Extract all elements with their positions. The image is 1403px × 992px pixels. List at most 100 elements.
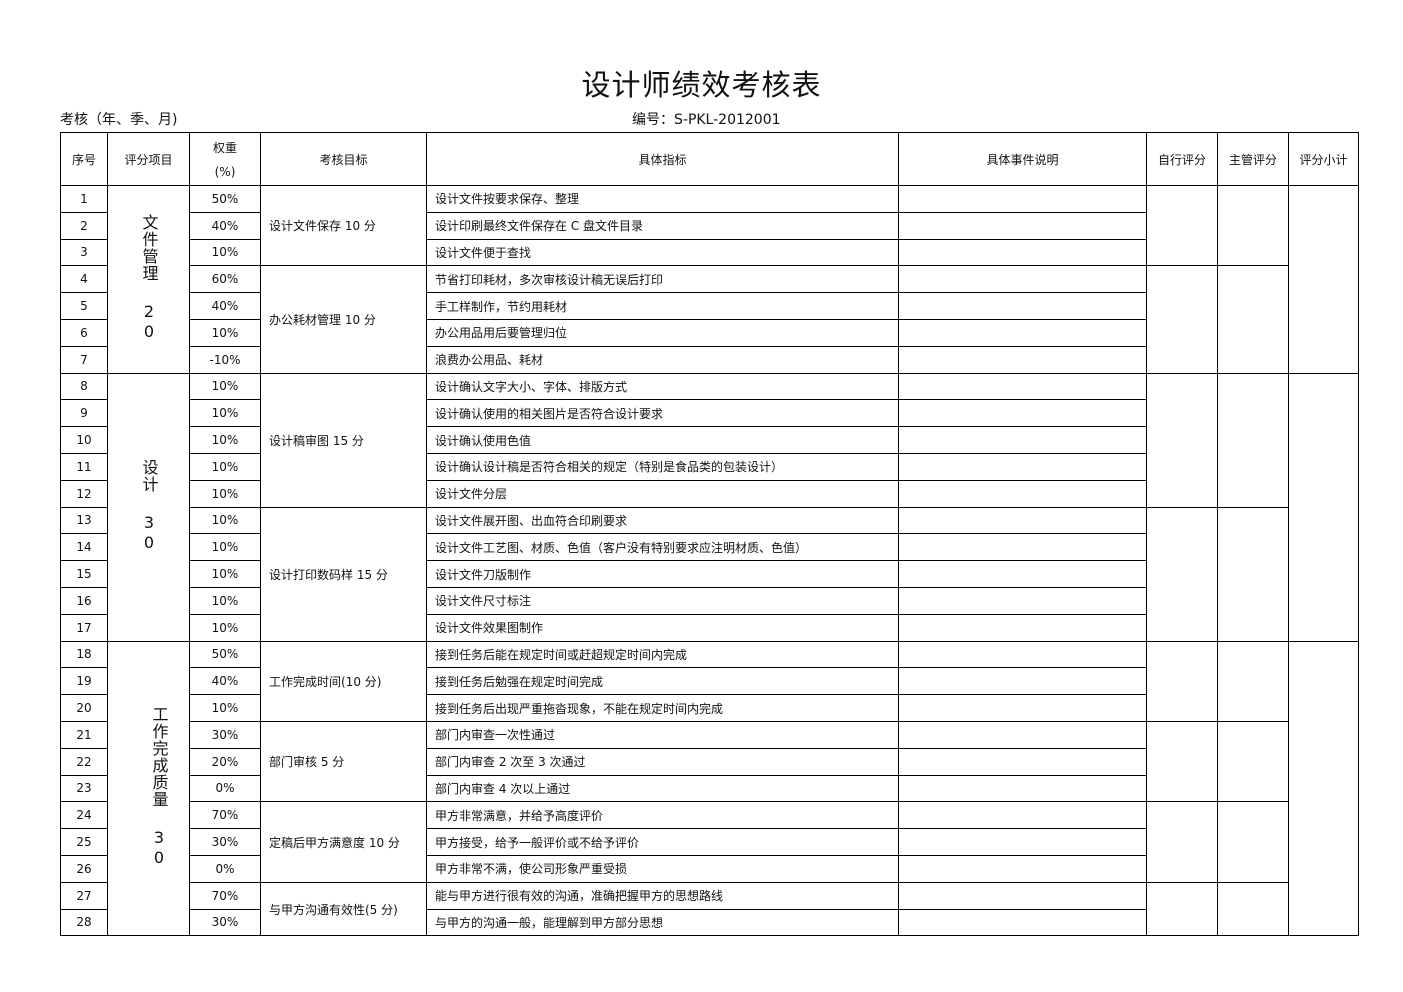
goal-cell: 定稿后甲方满意度 10 分 xyxy=(260,801,427,883)
seq-cell: 26 xyxy=(60,854,108,883)
event-description-cell[interactable] xyxy=(898,345,1147,374)
indicator-cell: 设计文件展开图、出血符合印刷要求 xyxy=(426,506,899,535)
manager-score-cell[interactable] xyxy=(1217,372,1289,508)
event-description-cell[interactable] xyxy=(898,318,1147,347)
subtotal-cell[interactable] xyxy=(1288,185,1359,374)
subtotal-cell[interactable] xyxy=(1288,640,1359,937)
seq-cell: 8 xyxy=(60,372,108,401)
event-description-cell[interactable] xyxy=(898,372,1147,401)
event-description-cell[interactable] xyxy=(898,586,1147,615)
manager-score-cell[interactable] xyxy=(1217,506,1289,642)
self-score-cell[interactable] xyxy=(1146,372,1218,508)
indicator-cell: 设计确认使用色值 xyxy=(426,426,899,454)
event-description-cell[interactable] xyxy=(898,801,1147,830)
indicator-cell: 设计文件按要求保存、整理 xyxy=(426,185,899,213)
weight-cell: 40% xyxy=(189,292,261,320)
event-description-cell[interactable] xyxy=(898,613,1147,642)
weight-cell: 10% xyxy=(189,399,261,428)
table-row: 19 40% 接到任务后勉强在规定时间完成 xyxy=(60,667,1359,696)
goal-cell: 工作完成时间(10 分) xyxy=(260,640,427,722)
seq-cell: 13 xyxy=(60,506,108,535)
event-description-cell[interactable] xyxy=(898,694,1147,722)
event-description-cell[interactable] xyxy=(898,908,1147,937)
manager-score-cell[interactable] xyxy=(1217,801,1289,883)
event-description-cell[interactable] xyxy=(898,506,1147,535)
weight-cell: 30% xyxy=(189,720,261,749)
event-description-cell[interactable] xyxy=(898,640,1147,669)
indicator-cell: 设计文件工艺图、材质、色值（客户没有特别要求应注明材质、色值） xyxy=(426,533,899,562)
event-description-cell[interactable] xyxy=(898,747,1147,776)
table-row: 7 -10% 浪费办公用品、耗材 xyxy=(60,345,1359,374)
indicator-cell: 设计文件刀版制作 xyxy=(426,560,899,588)
manager-score-cell[interactable] xyxy=(1217,640,1289,722)
self-score-cell[interactable] xyxy=(1146,881,1218,937)
event-description-cell[interactable] xyxy=(898,828,1147,856)
self-score-cell[interactable] xyxy=(1146,640,1218,722)
self-score-cell[interactable] xyxy=(1146,720,1218,803)
header-weight-line1: 权重 xyxy=(212,141,237,155)
header-goal: 考核目标 xyxy=(260,132,427,186)
indicator-cell: 设计确认文字大小、字体、排版方式 xyxy=(426,372,899,401)
subtotal-cell[interactable] xyxy=(1288,372,1359,642)
table-row: 8 设计 30 10% 设计稿审图 15 分设计确认文字大小、字体、排版方式 xyxy=(60,372,1359,642)
table-row: 11 10% 设计确认设计稿是否符合相关的规定（特别是食品类的包装设计） xyxy=(60,452,1359,481)
event-description-cell[interactable] xyxy=(898,533,1147,562)
indicator-cell: 部门内审查 2 次至 3 次通过 xyxy=(426,747,899,776)
event-description-cell[interactable] xyxy=(898,479,1147,508)
event-description-cell[interactable] xyxy=(898,560,1147,588)
weight-cell: 10% xyxy=(189,506,261,535)
event-description-cell[interactable] xyxy=(898,292,1147,320)
indicator-cell: 能与甲方进行很有效的沟通，准确把握甲方的思想路线 xyxy=(426,881,899,910)
indicator-cell: 节省打印耗材，多次审核设计稿无误后打印 xyxy=(426,265,899,294)
category-cell: 文件管理 20 xyxy=(107,185,190,374)
weight-cell: 10% xyxy=(189,586,261,615)
goal-cell: 与甲方沟通有效性(5 分) xyxy=(260,881,427,937)
indicator-cell: 甲方非常不满，使公司形象严重受损 xyxy=(426,854,899,883)
header-manager-score: 主管评分 xyxy=(1217,132,1289,186)
event-description-cell[interactable] xyxy=(898,265,1147,294)
self-score-cell[interactable] xyxy=(1146,506,1218,642)
event-description-cell[interactable] xyxy=(898,881,1147,910)
self-score-cell[interactable] xyxy=(1146,801,1218,883)
weight-cell: 10% xyxy=(189,426,261,454)
event-description-cell[interactable] xyxy=(898,399,1147,428)
event-description-cell[interactable] xyxy=(898,720,1147,749)
manager-score-cell[interactable] xyxy=(1217,720,1289,803)
seq-cell: 27 xyxy=(60,881,108,910)
seq-cell: 15 xyxy=(60,560,108,588)
weight-cell: 40% xyxy=(189,667,261,696)
event-description-cell[interactable] xyxy=(898,667,1147,696)
header-weight: 权重 (%) xyxy=(189,132,261,186)
header-indicator: 具体指标 xyxy=(426,132,899,186)
table-header-row: 序号 评分项目 权重 (%) 考核目标 具体指标 具体事件说明 自行评分 主管评… xyxy=(60,132,1359,186)
header-event: 具体事件说明 xyxy=(898,132,1147,186)
period-label: 考核（年、季、月) xyxy=(60,112,178,128)
event-description-cell[interactable] xyxy=(898,238,1147,267)
manager-score-cell[interactable] xyxy=(1217,265,1289,374)
weight-cell: 10% xyxy=(189,479,261,508)
indicator-cell: 与甲方的沟通一般，能理解到甲方部分思想 xyxy=(426,908,899,937)
manager-score-cell[interactable] xyxy=(1217,881,1289,937)
event-description-cell[interactable] xyxy=(898,452,1147,481)
self-score-cell[interactable] xyxy=(1146,265,1218,374)
event-description-cell[interactable] xyxy=(898,854,1147,883)
indicator-cell: 浪费办公用品、耗材 xyxy=(426,345,899,374)
header-self-score: 自行评分 xyxy=(1146,132,1218,186)
manager-score-cell[interactable] xyxy=(1217,184,1289,267)
header-weight-line2: (%) xyxy=(214,165,236,179)
evaluation-table: 序号 评分项目 权重 (%) 考核目标 具体指标 具体事件说明 自行评分 主管评… xyxy=(60,132,1359,937)
indicator-cell: 办公用品用后要管理归位 xyxy=(426,318,899,347)
weight-cell: 50% xyxy=(189,640,261,669)
indicator-cell: 手工样制作，节约用耗材 xyxy=(426,292,899,320)
event-description-cell[interactable] xyxy=(898,774,1147,803)
self-score-cell[interactable] xyxy=(1146,184,1218,267)
table-row: 20 10% 接到任务后出现严重拖沓现象，不能在规定时间内完成 xyxy=(60,694,1359,722)
weight-cell: 10% xyxy=(189,452,261,481)
event-description-cell[interactable] xyxy=(898,426,1147,454)
table-row: 10 10% 设计确认使用色值 xyxy=(60,426,1359,454)
seq-cell: 10 xyxy=(60,426,108,454)
indicator-cell: 甲方接受，给予一般评价或不给予评价 xyxy=(426,828,899,856)
event-description-cell[interactable] xyxy=(898,185,1147,213)
category-label: 工作完成质量 30 xyxy=(149,705,169,868)
event-description-cell[interactable] xyxy=(898,211,1147,240)
